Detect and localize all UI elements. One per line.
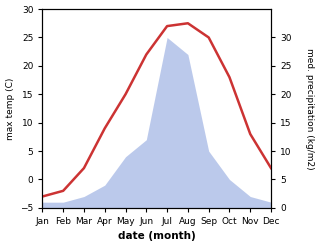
X-axis label: date (month): date (month) — [118, 231, 196, 242]
Y-axis label: med. precipitation (kg/m2): med. precipitation (kg/m2) — [306, 48, 315, 169]
Y-axis label: max temp (C): max temp (C) — [5, 77, 14, 140]
